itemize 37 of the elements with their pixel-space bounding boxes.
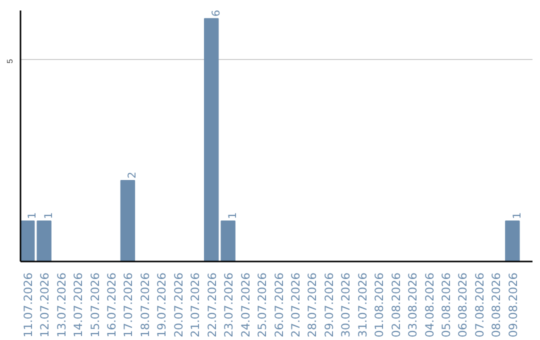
- data-label: 1: [226, 212, 240, 220]
- x-tick-label: 09.08.2026: [506, 272, 520, 338]
- x-tick-label: 19.07.2026: [154, 272, 169, 338]
- x-tick-label: 29.07.2026: [322, 272, 336, 338]
- x-tick-label: 12.07.2026: [38, 272, 52, 338]
- x-tick-label: 04.08.2026: [422, 272, 436, 338]
- x-tick-label: 31.07.2026: [355, 272, 370, 338]
- x-tick-label: 28.07.2026: [305, 272, 320, 338]
- x-tick-label: 01.08.2026: [372, 272, 386, 338]
- x-tick-label: 15.07.2026: [88, 272, 102, 338]
- x-tick-label: 03.08.2026: [406, 272, 420, 338]
- x-tick-label: 02.08.2026: [388, 272, 403, 338]
- x-tick-label: 17.07.2026: [121, 272, 136, 338]
- x-tick-label: 26.07.2026: [272, 272, 286, 338]
- x-tick-label: 27.07.2026: [288, 272, 302, 338]
- x-tick-label: 05.08.2026: [439, 272, 454, 338]
- x-tick-label: 30.07.2026: [338, 272, 353, 338]
- x-tick-label: 07.08.2026: [472, 272, 486, 338]
- x-tick-label: 13.07.2026: [54, 272, 68, 338]
- x-tick-label: 06.08.2026: [456, 272, 470, 338]
- x-tick-label: 18.07.2026: [138, 272, 152, 338]
- x-tick-label: 14.07.2026: [71, 272, 86, 338]
- data-label: 2: [126, 172, 139, 179]
- data-label: 1: [42, 212, 56, 220]
- x-tick-label: 24.07.2026: [238, 272, 252, 338]
- x-tick-label: 23.07.2026: [222, 272, 236, 338]
- data-label: 1: [25, 212, 38, 220]
- x-tick-label: 11.07.2026: [20, 272, 35, 338]
- x-tick-label: 25.07.2026: [255, 272, 270, 338]
- x-tick-label: 08.08.2026: [489, 272, 504, 338]
- data-label: 6: [209, 10, 222, 17]
- x-tick-label: 22.07.2026: [204, 272, 219, 338]
- x-tick-label: 21.07.2026: [188, 272, 202, 338]
- data-label: 1: [510, 212, 524, 220]
- x-tick-label: 20.07.2026: [171, 272, 186, 338]
- x-tick-label: 16.07.2026: [104, 272, 118, 338]
- y-tick-label: 5: [6, 58, 14, 64]
